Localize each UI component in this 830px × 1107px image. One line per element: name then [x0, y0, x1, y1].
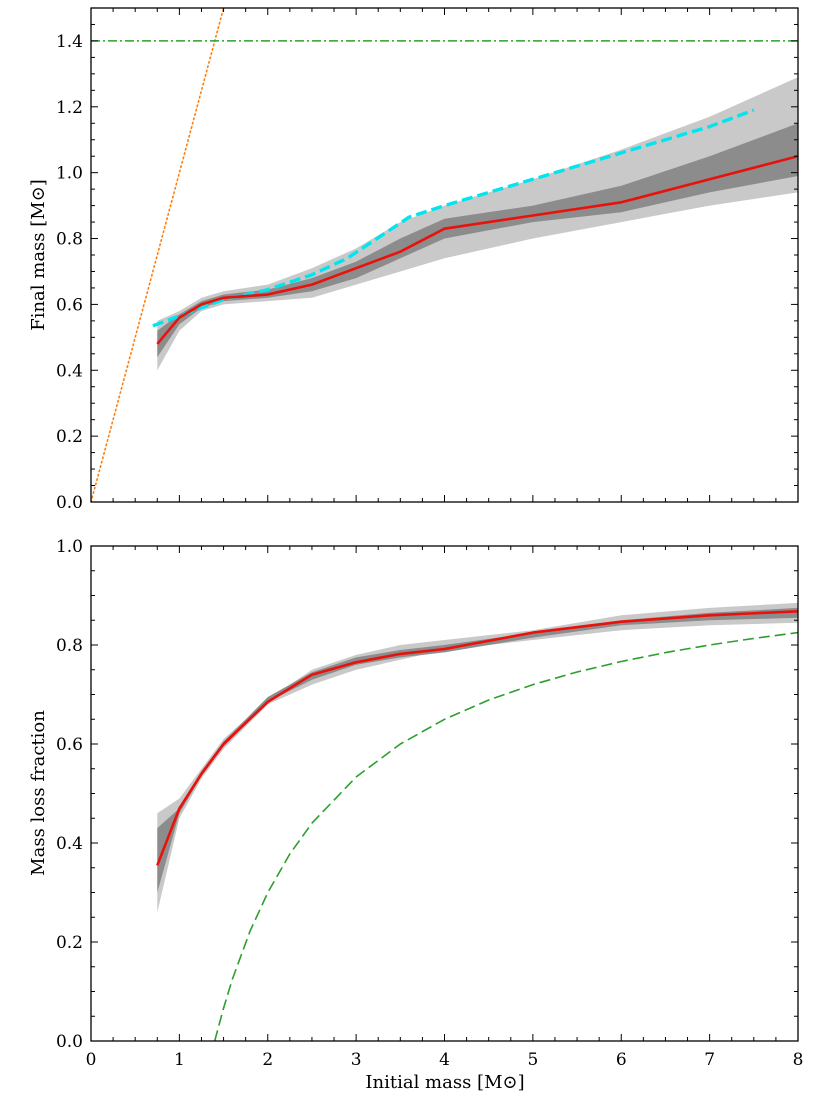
top-y-tick-label: 1.0 [56, 164, 83, 184]
x-axis-label: Initial mass [M⊙] [365, 1072, 524, 1093]
bottom-x-tick-label: 7 [704, 1050, 715, 1070]
bottom-y-tick-label: 0.8 [56, 636, 83, 656]
top-y-tick-label: 0.2 [56, 427, 83, 447]
top-y-tick-label: 0.6 [56, 295, 83, 315]
bottom-x-tick-label: 6 [616, 1050, 627, 1070]
top-orange-dotted-line [91, 8, 225, 502]
bottom-inner-band [157, 607, 798, 893]
top-cyan-dashed-line [152, 108, 755, 328]
top-y-tick-label: 1.2 [56, 98, 83, 118]
top-red-median-line [156, 154, 798, 345]
bottom-x-tick-label: 5 [527, 1050, 538, 1070]
bottom-x-tick-label: 3 [351, 1050, 362, 1070]
bottom-x-tick-label: 0 [86, 1050, 97, 1070]
bottom-outer-band [157, 602, 798, 913]
bottom-y-tick-label: 1.0 [56, 537, 83, 557]
top-y-axis-label: Final mass [M⊙] [28, 179, 49, 331]
bottom-y-tick-label: 0.0 [56, 1032, 83, 1052]
top-y-tick-label: 0.4 [56, 361, 83, 381]
bottom-panel: 0.0 0.2 0.4 0.6 0.8 1.0 0 1 2 3 4 5 6 7 8 Mass loss fr… [28, 537, 803, 1093]
bottom-plot-frame [90, 545, 799, 1042]
bottom-x-tick-label: 1 [174, 1050, 185, 1070]
top-plot-frame [90, 7, 799, 503]
bottom-red-median-line [156, 610, 798, 866]
bottom-y-tick-label: 0.4 [56, 834, 83, 854]
bottom-x-tick-label: 2 [262, 1050, 273, 1070]
top-y-tick-label: 0.8 [56, 230, 83, 250]
bottom-y-axis-label: Mass loss fraction [28, 710, 49, 876]
bottom-green-dashed-line [213, 631, 798, 1041]
bottom-y-tick-label: 0.6 [56, 735, 83, 755]
top-y-tick-label: 0.0 [56, 493, 83, 513]
bottom-y-tick-label: 0.2 [56, 933, 83, 953]
top-panel: 0.0 0.2 0.4 0.6 0.8 1.0 1.2 1.4 Final mass [M⊙] [28, 7, 799, 513]
top-inner-band [157, 123, 798, 358]
bottom-x-tick-label: 4 [439, 1050, 450, 1070]
top-y-tick-label: 1.4 [56, 32, 83, 52]
bottom-x-tick-label: 8 [793, 1050, 804, 1070]
